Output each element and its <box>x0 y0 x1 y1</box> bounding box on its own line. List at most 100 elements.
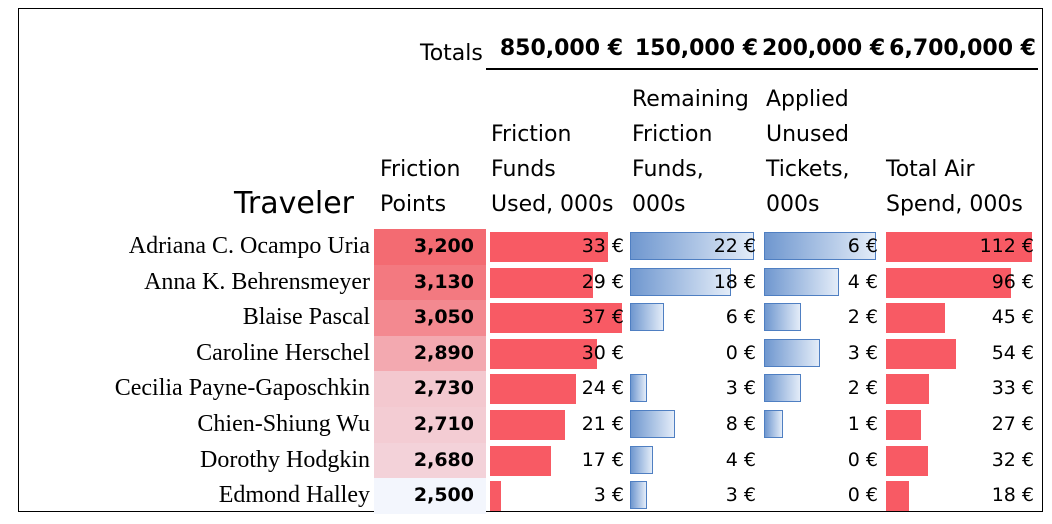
traveler-name: Anna K. Behrensmeyer <box>144 268 370 295</box>
remaining-friction-funds-header: Remaining Friction Funds, 000s <box>632 82 749 222</box>
remaining-bar <box>630 267 732 296</box>
remaining-header-line-2: Friction <box>632 122 713 147</box>
traveler-name: Adriana C. Ocampo Uria <box>128 233 370 259</box>
remaining-header-line-3: Funds, <box>632 157 704 182</box>
totals-underline <box>486 68 1038 70</box>
remaining-value: 3 € <box>725 484 756 507</box>
air-value: 45 € <box>991 306 1034 329</box>
friction-points-cell <box>374 264 486 301</box>
funds-used-value: 17 € <box>581 448 624 471</box>
friction-points-value: 2,680 <box>413 448 474 471</box>
air-header-line-1: Total Air <box>886 157 975 182</box>
friction-points-cell <box>374 335 486 372</box>
air-value: 32 € <box>991 448 1034 471</box>
traveler-name: Dorothy Hodgkin <box>200 446 370 473</box>
air-value: 54 € <box>991 341 1034 364</box>
funds-used-value: 37 € <box>581 306 624 329</box>
remaining-bar <box>630 410 676 438</box>
friction-points-value: 2,710 <box>413 413 474 435</box>
traveler-header: Traveler <box>234 186 354 221</box>
air-bar <box>886 232 1032 262</box>
applied-value: 2 € <box>847 377 878 400</box>
applied-bar <box>764 267 839 296</box>
air-bar <box>886 410 922 440</box>
air-bar <box>886 445 928 476</box>
traveler-name: Chien-Shiung Wu <box>197 411 370 437</box>
funds-used-bar <box>490 374 576 405</box>
funds-used-value: 21 € <box>581 413 624 435</box>
applied-bar <box>764 410 783 438</box>
funds-used-bar <box>490 410 565 440</box>
traveler-name: Caroline Herschel <box>196 339 370 366</box>
friction-points-cell <box>374 478 486 514</box>
air-bar <box>886 481 910 512</box>
air-bar <box>886 338 957 369</box>
traveler-name: Blaise Pascal <box>242 304 370 331</box>
traveler-name: Cecilia Payne-Gaposchkin <box>114 375 370 402</box>
friction-points-value: 3,130 <box>413 270 474 293</box>
applied-header-line-1: Applied <box>766 87 849 112</box>
air-value: 33 € <box>991 377 1034 400</box>
funds-used-value: 24 € <box>581 377 624 400</box>
applied-bar <box>764 374 802 403</box>
remaining-value: 22 € <box>713 235 756 257</box>
total-friction-funds-used: 850,000 € <box>499 36 623 61</box>
total-air-spend-header: Total Air Spend, 000s <box>886 152 1023 222</box>
funds-used-bar <box>490 481 501 512</box>
applied-value: 0 € <box>847 484 878 507</box>
applied-value: 3 € <box>847 341 878 364</box>
air-header-line-2: Spend, 000s <box>886 192 1023 217</box>
table-frame <box>18 8 1043 512</box>
applied-value: 0 € <box>847 448 878 471</box>
air-bar <box>886 374 930 405</box>
total-air-spend: 6,700,000 € <box>889 36 1036 61</box>
totals-label: Totals <box>420 41 483 66</box>
remaining-value: 0 € <box>725 341 756 364</box>
friction-points-cell <box>374 442 486 479</box>
applied-bar <box>764 338 820 367</box>
remaining-bar <box>630 445 653 474</box>
air-value: 27 € <box>991 413 1034 435</box>
applied-value: 6 € <box>847 235 878 257</box>
friction-points-value: 2,730 <box>413 377 474 400</box>
remaining-value: 8 € <box>725 413 756 435</box>
applied-bar <box>764 303 802 332</box>
funds-used-value: 3 € <box>593 484 624 507</box>
remaining-bar <box>630 303 664 332</box>
traveler-name: Edmond Halley <box>218 482 370 509</box>
friction-points-header: Friction Points <box>380 152 460 222</box>
friction-points-cell <box>374 229 486 265</box>
remaining-bar <box>630 481 647 510</box>
funds-used-bar <box>490 232 608 262</box>
applied-value: 4 € <box>847 270 878 293</box>
air-bar <box>886 267 1012 298</box>
remaining-value: 6 € <box>725 306 756 329</box>
total-applied-unused-tickets: 200,000 € <box>762 36 886 61</box>
applied-header-line-4: 000s <box>766 192 820 217</box>
funds-used-value: 33 € <box>581 235 624 257</box>
friction-funds-used-header-line-3: Used, 000s <box>491 192 614 217</box>
friction-points-cell <box>374 300 486 336</box>
applied-bar <box>764 232 876 260</box>
friction-points-value: 2,890 <box>413 341 474 364</box>
friction-points-header-line-1: Friction <box>380 157 461 182</box>
remaining-value: 3 € <box>725 377 756 400</box>
remaining-value: 4 € <box>725 448 756 471</box>
remaining-header-line-4: 000s <box>632 192 686 217</box>
friction-points-header-line-2: Points <box>380 192 447 217</box>
friction-funds-used-header-line-2: Funds <box>491 157 556 182</box>
funds-used-value: 29 € <box>581 270 624 293</box>
friction-funds-used-header: Friction Funds Used, 000s <box>491 117 614 222</box>
friction-points-value: 3,200 <box>413 235 474 257</box>
funds-used-value: 30 € <box>581 341 624 364</box>
applied-header-line-3: Tickets, <box>766 157 850 182</box>
funds-used-bar <box>490 303 622 334</box>
air-value: 18 € <box>991 484 1034 507</box>
funds-used-bar <box>490 267 594 298</box>
remaining-bar <box>630 374 647 403</box>
funds-used-bar <box>490 338 598 369</box>
applied-header-line-2: Unused <box>766 122 849 147</box>
friction-funds-used-header-line-1: Friction <box>491 122 572 147</box>
friction-points-value: 2,500 <box>413 484 474 507</box>
total-remaining-friction-funds: 150,000 € <box>634 36 758 61</box>
